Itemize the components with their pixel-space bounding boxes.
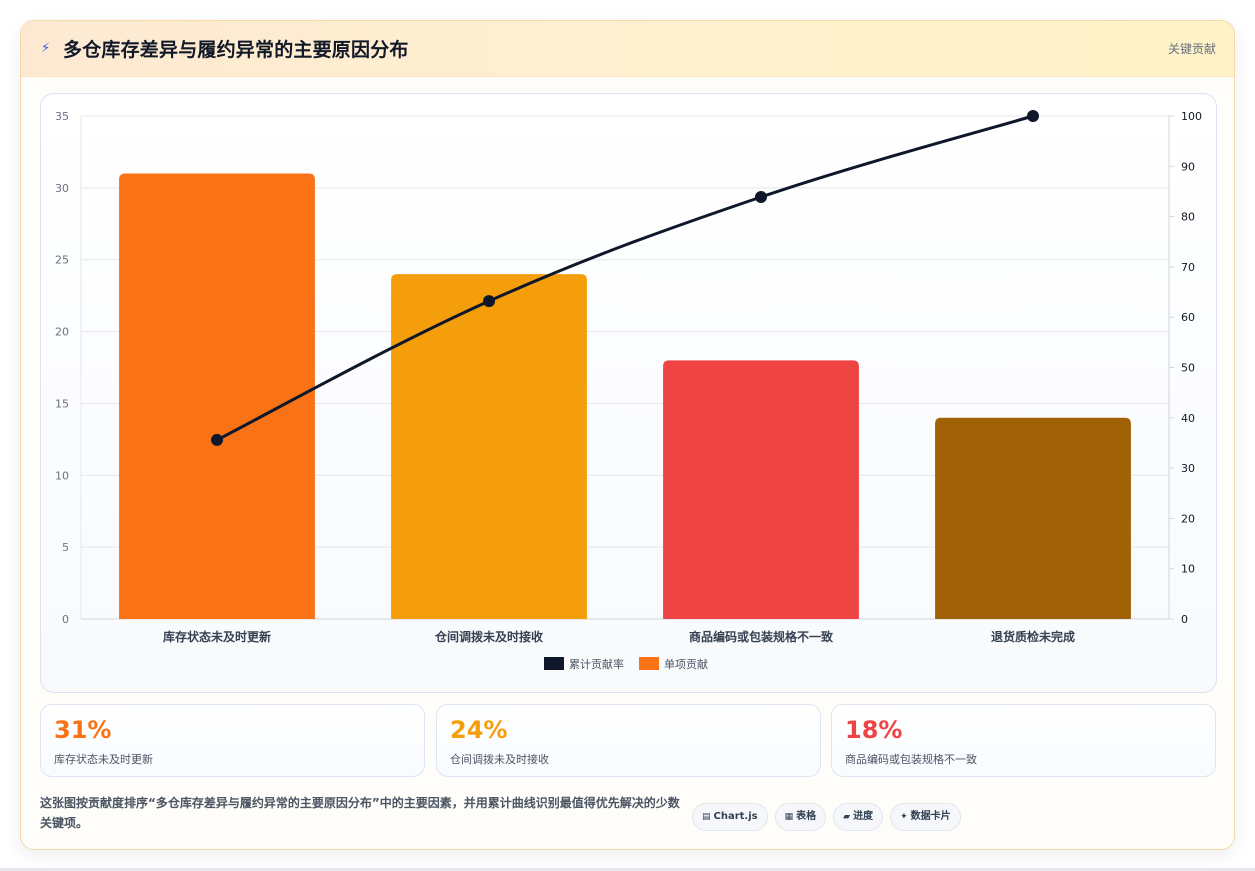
bar-2 (391, 274, 587, 619)
y-left-tick-label: 0 (62, 613, 69, 626)
y-left-tick-label: 5 (62, 541, 69, 554)
lightning-icon: ⚡ (41, 41, 51, 56)
y-right-tick-label: 50 (1181, 362, 1195, 375)
y-right-tick-label: 70 (1181, 261, 1195, 274)
tag-table[interactable]: ▦ 表格 (774, 803, 827, 831)
legend-swatch (544, 657, 564, 670)
pareto-chart: 0 5 10 15 20 25 30 35 0 10 20 30 40 50 60 70 80 90 100 库存状态… (55, 110, 1202, 671)
stat-card-3: 18% 商品编码或包装规格不一致 (831, 704, 1216, 777)
stat-label: 库存状态未及时更新 (54, 753, 153, 766)
progress-icon: ▰ (843, 812, 851, 822)
sparkle-icon: ✦ (900, 812, 908, 822)
tag-label: 表格 (796, 811, 817, 822)
y-left-tick-label: 30 (55, 182, 69, 195)
y-left-tick-label: 15 (55, 397, 69, 410)
cumulative-point-4 (1027, 110, 1039, 122)
cumulative-line (216, 114, 1034, 442)
stat-value: 24% (450, 716, 508, 744)
y-right-tick-label: 100 (1181, 110, 1202, 123)
y-right-tick-label: 60 (1181, 311, 1195, 324)
chart-icon: ▤ (702, 812, 711, 822)
card-header: ⚡ 多仓库存差异与履约异常的主要原因分布 关键贡献 (21, 21, 1234, 77)
bottom-strip (0, 868, 1255, 871)
y-left-tick-label: 10 (55, 469, 69, 482)
x-tick-label: 退货质检未完成 (991, 629, 1075, 644)
legend-label: 单项贡献 (664, 657, 708, 671)
tag-label: 进度 (853, 811, 874, 822)
chart-card: ⚡ 多仓库存差异与履约异常的主要原因分布 关键贡献 0 5 10 15 20 25 30 35… (20, 20, 1235, 850)
x-tick-label: 库存状态未及时更新 (163, 629, 271, 644)
stat-card-2: 24% 仓间调拨未及时接收 (436, 704, 821, 777)
y-right-tick-label: 10 (1181, 563, 1195, 576)
cumulative-point-2 (483, 295, 495, 308)
tag-progress[interactable]: ▰ 进度 (833, 803, 884, 831)
cumulative-point-1 (211, 433, 223, 446)
stat-value: 31% (54, 716, 112, 744)
header-badge: 关键贡献 (1167, 42, 1216, 56)
stat-label: 商品编码或包装规格不一致 (845, 753, 977, 766)
y-left-tick-label: 25 (55, 254, 69, 267)
legend-label: 累计贡献率 (569, 657, 624, 671)
page-title: 多仓库存差异与履约异常的主要原因分布 (63, 39, 409, 61)
tag-label: Chart.js (713, 811, 758, 822)
tag-chartjs[interactable]: ▤ Chart.js (692, 803, 768, 831)
chart-panel: 0 5 10 15 20 25 30 35 0 10 20 30 40 50 60 70 80 90 100 库存状态… (40, 93, 1217, 693)
stat-value: 18% (845, 716, 903, 744)
y-right-tick-label: 40 (1181, 412, 1195, 425)
legend-swatch (639, 657, 659, 670)
y-right-tick-label: 90 (1181, 160, 1195, 173)
chart-description: 这张图按贡献度排序“多仓库存差异与履约异常的主要原因分布”中的主要因素，并用累计… (40, 796, 680, 830)
tag-list: ▤ Chart.js ▦ 表格 ▰ 进度 ✦ 数据卡片 (692, 803, 968, 831)
stat-label: 仓间调拨未及时接收 (450, 753, 549, 766)
tag-label: 数据卡片 (910, 811, 951, 822)
y-left-tick-label: 20 (55, 326, 69, 339)
y-right-tick-label: 80 (1181, 211, 1195, 224)
tag-data-card[interactable]: ✦ 数据卡片 (890, 803, 961, 831)
y-left-tick-label: 35 (55, 110, 69, 123)
bar-3 (663, 360, 859, 619)
stat-card-1: 31% 库存状态未及时更新 (40, 704, 425, 777)
table-icon: ▦ (784, 812, 794, 822)
y-right-tick-label: 20 (1181, 512, 1195, 525)
cumulative-point-3 (755, 190, 767, 203)
bar-1 (119, 173, 315, 619)
y-right-tick-label: 30 (1181, 462, 1195, 475)
bar-4 (935, 417, 1131, 619)
x-tick-label: 商品编码或包装规格不一致 (689, 629, 834, 644)
x-tick-label: 仓间调拨未及时接收 (434, 629, 543, 644)
y-right-tick-label: 0 (1181, 613, 1188, 626)
